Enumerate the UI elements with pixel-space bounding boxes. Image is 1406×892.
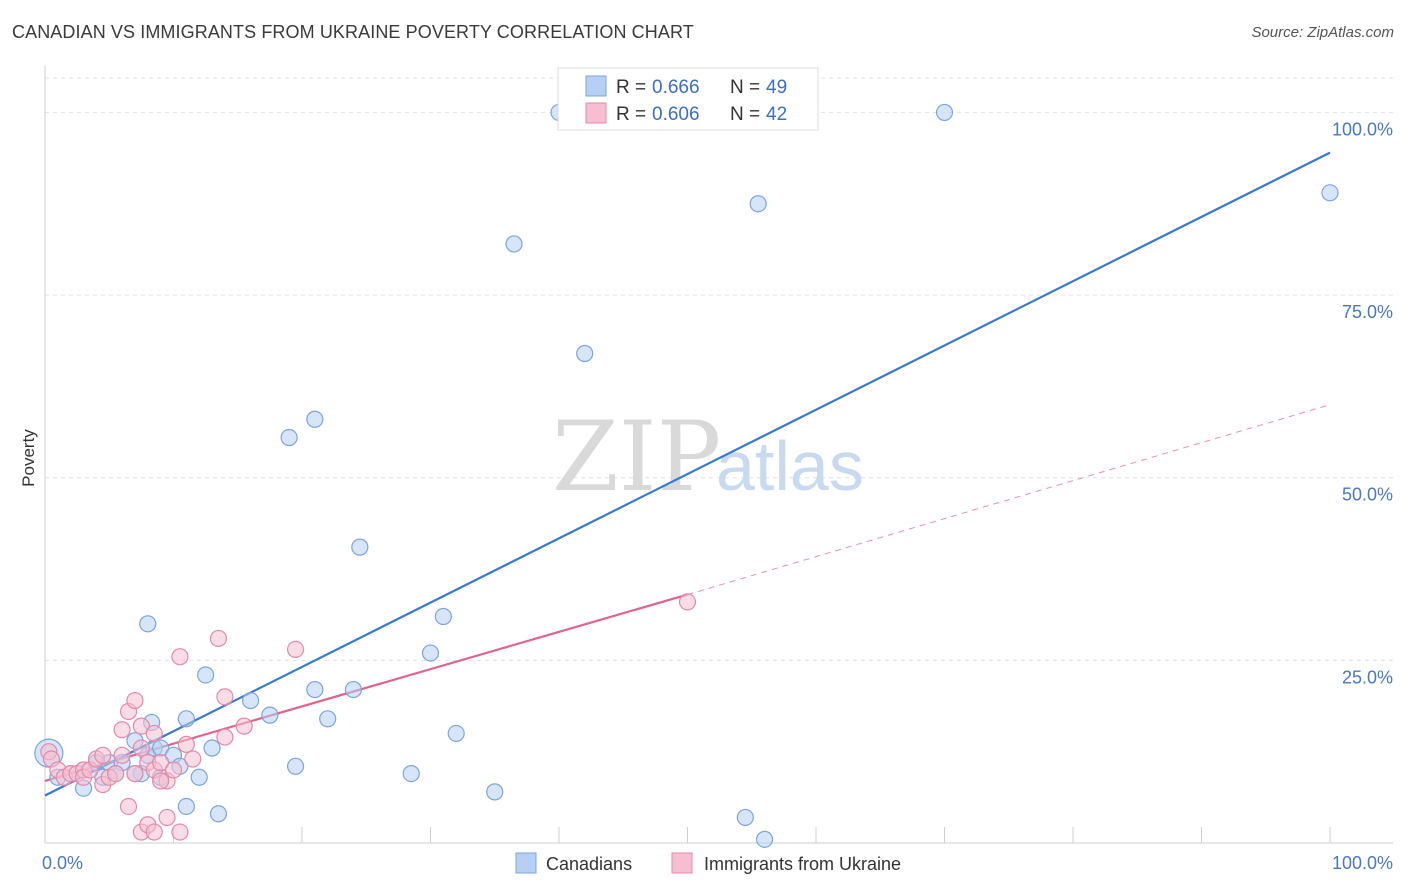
chart-source: Source: ZipAtlas.com (1251, 24, 1394, 41)
scatter-point-canadians (486, 783, 504, 801)
watermark-zip: ZIP (552, 401, 721, 513)
scatter-point-ukraine (286, 640, 305, 658)
series-legend-label-ukraine: Immigrants from Ukraine (704, 854, 901, 874)
scatter-point-ukraine (235, 717, 253, 735)
legend-r-value-ukraine: 0.606 (652, 104, 700, 125)
axes-layer: 25.0% 50.0% 75.0% 100.0% 0.0% 100.0% (42, 66, 1393, 873)
scatter-point-ukraine (184, 750, 202, 768)
scatter-point-ukraine (216, 688, 234, 706)
series-legend-swatch-canadians (515, 852, 537, 874)
scatter-point-canadians (242, 691, 260, 710)
trend-line-canadians (44, 151, 1331, 797)
series-legend-label-canadians: Canadians (546, 854, 632, 874)
scatter-point-canadians (286, 757, 305, 775)
legend-swatch-canadians (585, 75, 607, 97)
scatter-point-ukraine (164, 761, 183, 779)
legend-n-label-canadians: N = (730, 77, 760, 98)
x-tick-label-max: 100.0% (1332, 853, 1393, 873)
scatter-point-canadians (190, 768, 208, 786)
trend-layer (44, 151, 1331, 797)
scatter-point-canadians (139, 615, 157, 633)
y-axis-label: Poverty (19, 429, 38, 487)
legend-r-label-canadians: R = (616, 77, 646, 98)
scatter-point-ukraine (152, 754, 170, 772)
scatter-point-ukraine (107, 764, 125, 783)
x-tick-label-min: 0.0% (42, 853, 83, 873)
series-legend-swatch-ukraine (671, 852, 693, 874)
scatter-point-ukraine (209, 629, 228, 648)
scatter-point-canadians (402, 764, 420, 783)
series-legend: Canadians Immigrants from Ukraine (515, 852, 901, 874)
scatter-point-ukraine (94, 746, 112, 764)
scatter-point-canadians (319, 710, 337, 728)
scatter-point-canadians (261, 706, 279, 724)
scatter-point-ukraine (177, 735, 195, 753)
legend-r-label-ukraine: R = (616, 104, 646, 125)
scatter-point-ukraine (126, 691, 144, 710)
scatter-point-canadians (306, 680, 324, 699)
scatter-point-canadians (197, 666, 215, 684)
scatter-point-canadians (505, 235, 523, 253)
scatter-point-canadians (344, 680, 362, 699)
y-tick-label: 25.0% (1342, 667, 1393, 687)
scatter-point-ukraine (152, 772, 170, 790)
scatter-point-ukraine (113, 746, 131, 764)
chart-title: CANADIAN VS IMMIGRANTS FROM UKRAINE POVE… (12, 22, 694, 42)
scatter-point-ukraine (171, 648, 189, 666)
scatter-point-canadians (736, 808, 754, 827)
legend-n-value-ukraine: 42 (766, 104, 787, 125)
watermark-atlas: atlas (716, 427, 864, 505)
legend-n-label-ukraine: N = (730, 104, 760, 125)
scatter-point-ukraine (158, 808, 176, 827)
scatter-point-canadians (576, 344, 594, 363)
scatter-point-ukraine (126, 764, 144, 783)
correlation-legend: R = 0.666 N = 49 R = 0.606 N = 42 (557, 67, 819, 131)
trend-line-ukraine-extrapolated (687, 404, 1331, 596)
scatter-point-ukraine (132, 739, 150, 757)
scatter-point-ukraine (145, 823, 163, 841)
scatter-point-canadians (1321, 184, 1339, 202)
legend-n-value-canadians: 49 (766, 77, 787, 98)
watermark: ZIP atlas (552, 401, 864, 513)
scatter-point-canadians (280, 428, 298, 447)
scatter-point-ukraine (678, 593, 697, 611)
y-tick-label: 50.0% (1342, 485, 1393, 505)
scatter-point-ukraine (119, 797, 138, 816)
legend-r-value-canadians: 0.666 (652, 77, 700, 98)
scatter-point-canadians (755, 830, 774, 848)
scatter-point-canadians (306, 410, 324, 428)
scatter-point-ukraine (132, 717, 150, 735)
grid-layer (45, 77, 1393, 661)
y-tick-label: 100.0% (1332, 119, 1393, 139)
scatter-point-canadians (209, 805, 228, 823)
scatter-point-canadians (935, 103, 954, 122)
scatter-point-ukraine (216, 728, 234, 746)
scatter-point-canadians (177, 797, 195, 816)
y-tick-label: 75.0% (1342, 302, 1393, 322)
scatter-point-canadians (749, 195, 767, 213)
scatter-point-canadians (447, 724, 465, 743)
points-layer (34, 103, 1339, 848)
scatter-point-canadians (203, 739, 221, 757)
scatter-point-canadians (351, 538, 369, 556)
scatter-point-ukraine (145, 724, 163, 743)
legend-swatch-ukraine (585, 102, 607, 124)
scatter-point-ukraine (171, 823, 189, 841)
scatter-point-canadians (421, 644, 440, 662)
scatter-point-ukraine (113, 721, 131, 739)
scatter-point-canadians (177, 710, 195, 728)
scatter-point-canadians (434, 607, 452, 626)
